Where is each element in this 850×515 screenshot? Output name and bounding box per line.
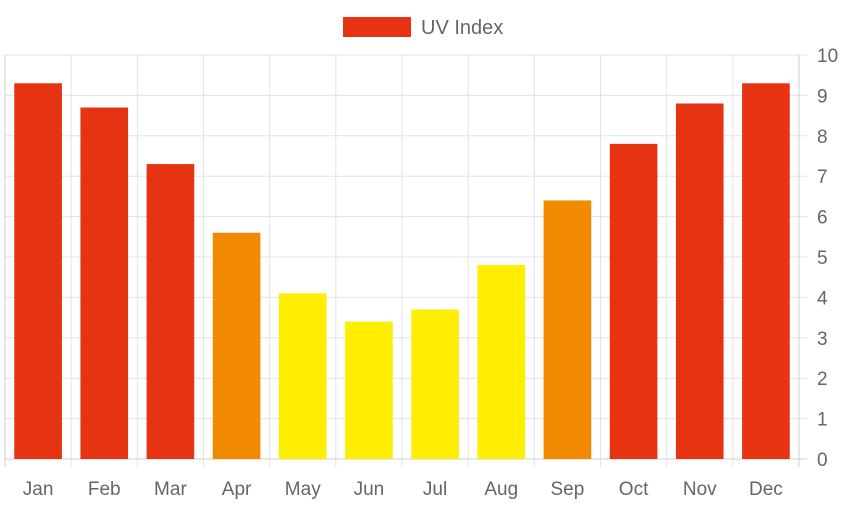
y-axis-tick-labels: 0 1 2 3 4 5 6 7 8 9 10	[817, 46, 838, 471]
y-tick-label: 1	[817, 410, 828, 431]
y-tick-label: 10	[817, 46, 838, 67]
y-tick-label: 7	[817, 167, 828, 188]
x-tick-label: Nov	[683, 479, 717, 500]
legend-swatch-uv-index	[343, 17, 411, 37]
y-tick-label: 6	[817, 208, 828, 229]
x-tick-label: Jun	[354, 479, 385, 500]
bar-apr[interactable]	[212, 232, 261, 459]
bar-sep[interactable]	[543, 200, 592, 459]
bar-jul[interactable]	[411, 309, 459, 459]
y-tick-label: 0	[817, 450, 828, 471]
y-tick-label: 3	[817, 329, 828, 350]
y-tick-label: 4	[817, 288, 828, 309]
x-tick-label: Mar	[154, 479, 187, 500]
y-tick-label: 2	[817, 369, 828, 390]
legend[interactable]: UV Index	[343, 17, 503, 39]
bar-may[interactable]	[278, 293, 327, 459]
grid-lines	[4, 54, 807, 467]
x-tick-label: Feb	[88, 479, 121, 500]
x-tick-label: Jul	[423, 479, 447, 500]
bar-mar[interactable]	[146, 164, 195, 459]
bar-jan[interactable]	[14, 83, 62, 459]
y-tick-label: 8	[817, 127, 828, 148]
y-tick-label: 5	[817, 248, 828, 269]
legend-label-uv-index: UV Index	[421, 17, 503, 39]
bar-nov[interactable]	[675, 103, 724, 459]
x-tick-label: Sep	[551, 479, 585, 500]
bars	[14, 83, 790, 460]
bar-aug[interactable]	[477, 265, 526, 459]
x-tick-label: Aug	[484, 479, 518, 500]
x-tick-label: Apr	[222, 479, 252, 500]
x-tick-label: Dec	[749, 479, 783, 500]
bar-oct[interactable]	[609, 143, 658, 459]
bar-jun[interactable]	[345, 321, 393, 459]
x-tick-label: Jan	[23, 479, 54, 500]
x-axis-tick-labels: Jan Feb Mar Apr May Jun Jul Aug Sep Oct Nov Dec	[23, 479, 783, 500]
x-tick-label: Oct	[619, 479, 649, 500]
y-tick-label: 9	[817, 86, 828, 107]
x-tick-label: May	[285, 479, 321, 500]
bar-feb[interactable]	[80, 107, 129, 460]
bar-dec[interactable]	[742, 83, 790, 459]
